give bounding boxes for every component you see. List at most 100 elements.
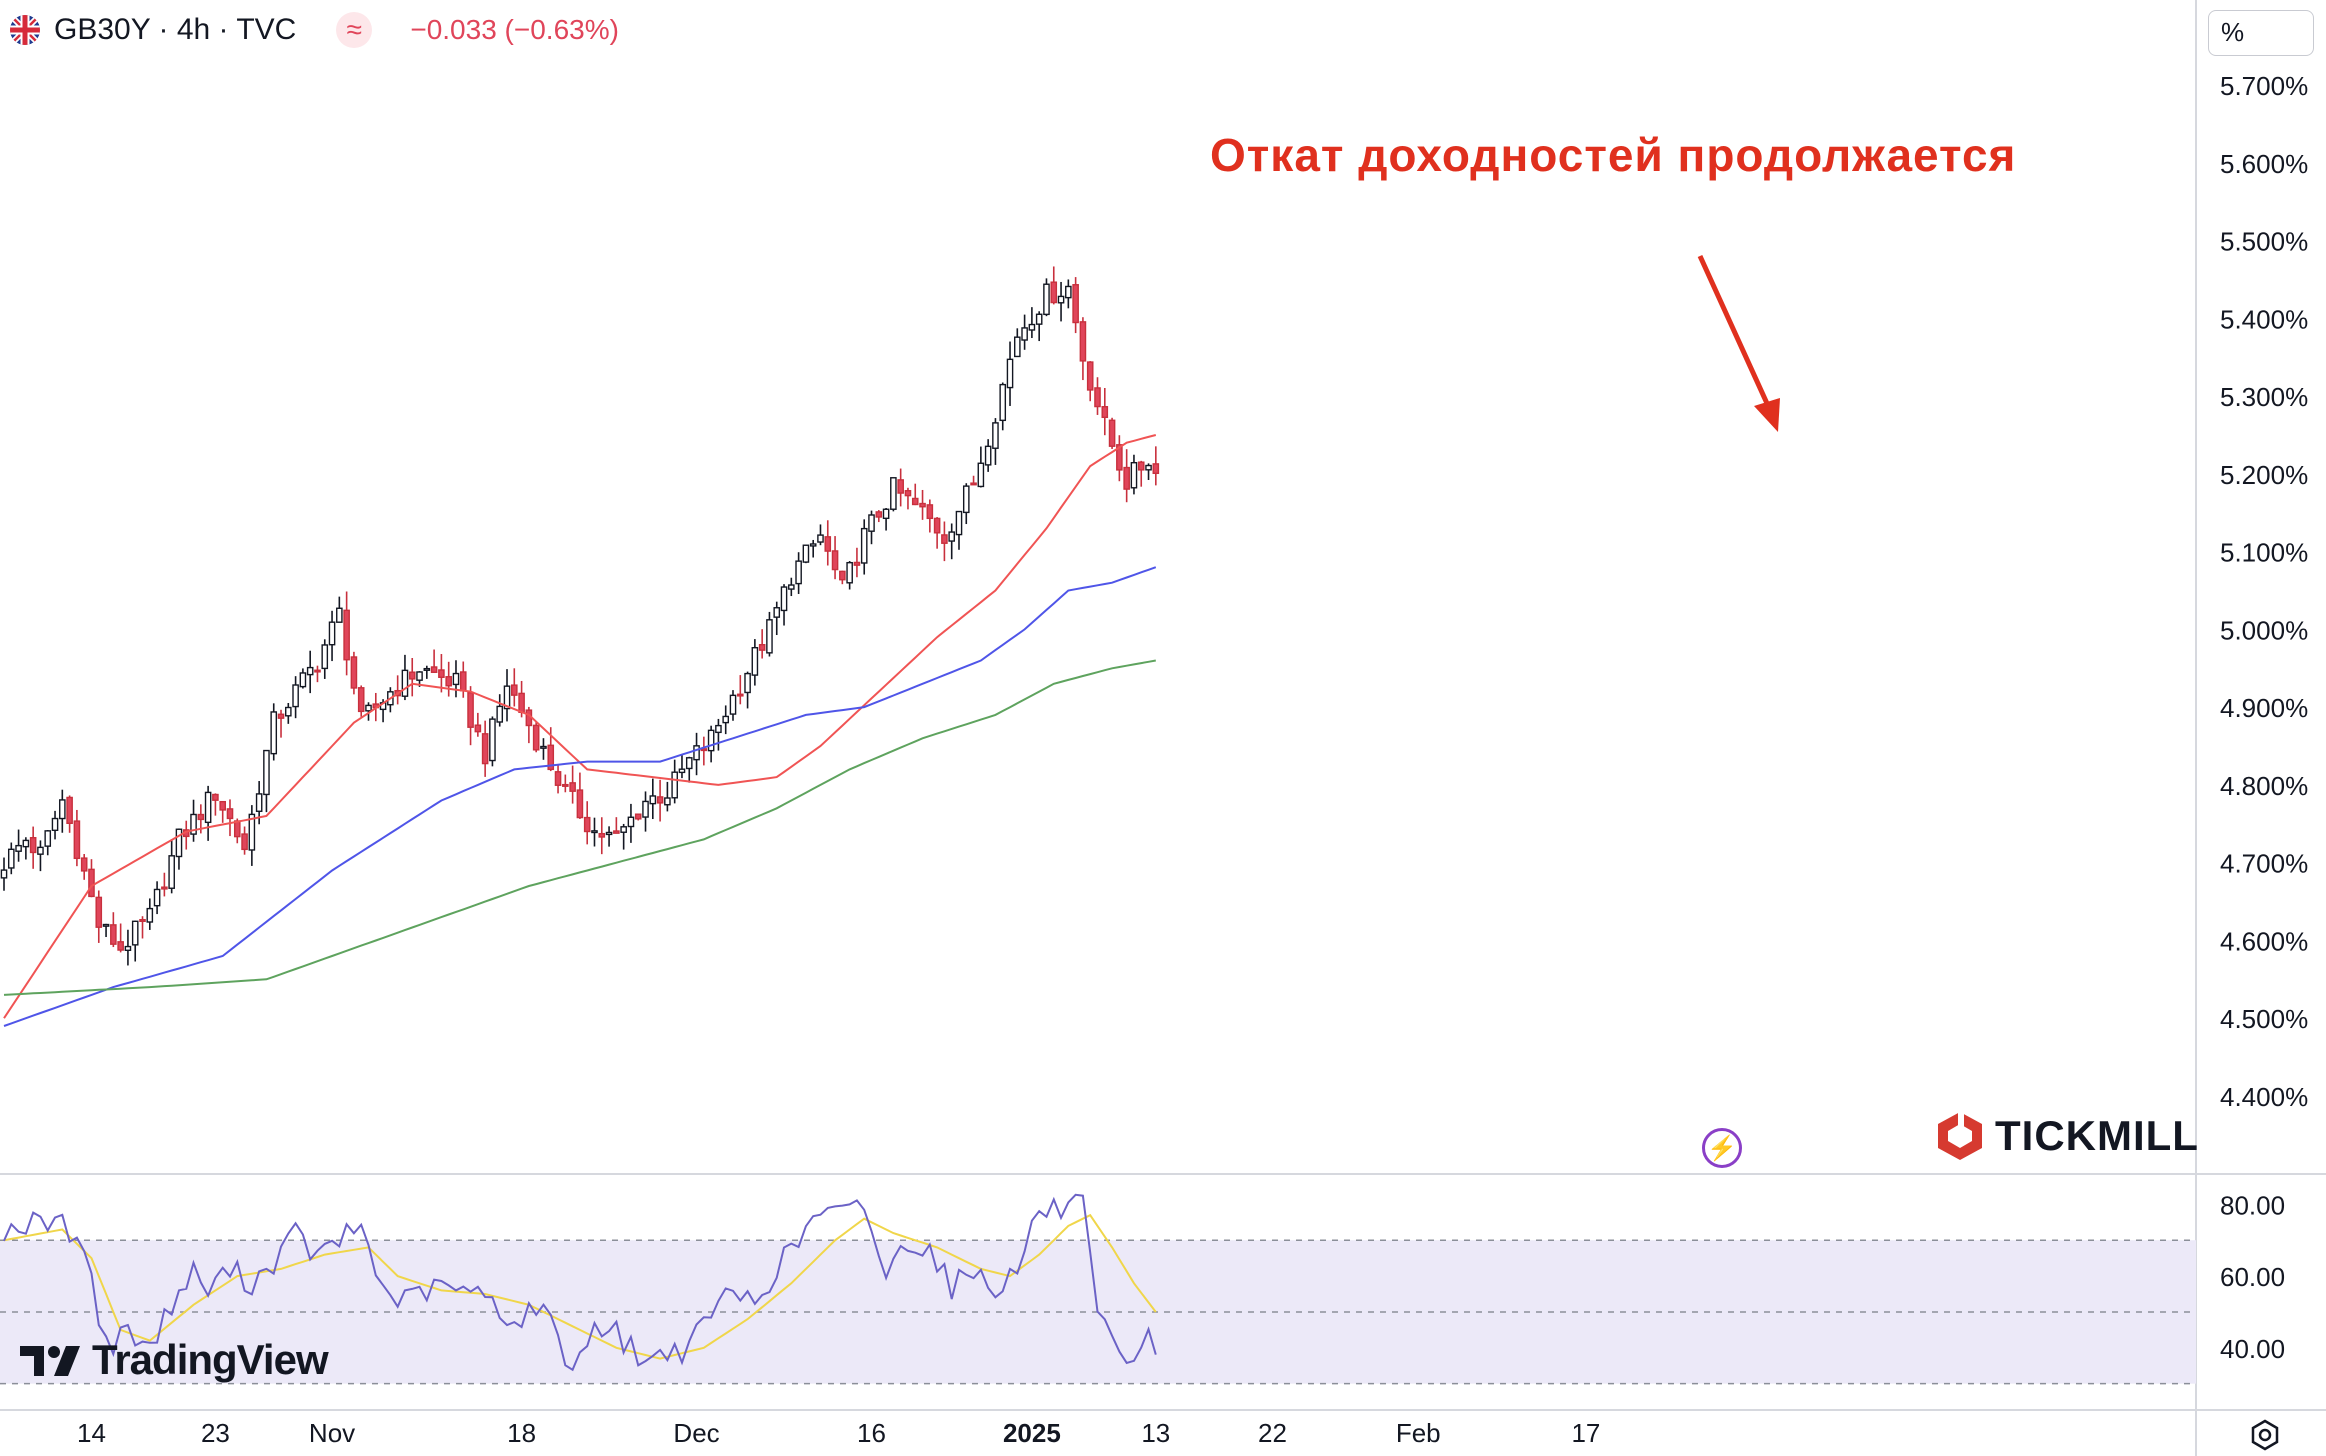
candle[interactable]: [467, 686, 474, 746]
candle[interactable]: [642, 791, 649, 832]
candle[interactable]: [868, 510, 875, 545]
candle[interactable]: [773, 601, 781, 636]
candle[interactable]: [336, 596, 343, 623]
candle[interactable]: [489, 716, 496, 767]
candle[interactable]: [88, 859, 95, 898]
candle[interactable]: [707, 725, 715, 763]
candle[interactable]: [1152, 446, 1160, 486]
candle[interactable]: [1057, 281, 1065, 322]
candle[interactable]: [1137, 460, 1145, 487]
candle[interactable]: [503, 669, 511, 722]
candle[interactable]: [328, 610, 336, 662]
candle[interactable]: [292, 676, 299, 719]
candle[interactable]: [839, 570, 846, 585]
candle[interactable]: [1130, 454, 1138, 495]
rsi-signal-line[interactable]: [3, 1213, 1157, 1360]
candle[interactable]: [95, 890, 103, 943]
candle[interactable]: [1116, 435, 1123, 482]
candle[interactable]: [1050, 266, 1058, 305]
candle[interactable]: [933, 517, 941, 549]
candle[interactable]: [394, 675, 401, 705]
candle[interactable]: [1094, 377, 1101, 415]
moving-average-line[interactable]: [3, 659, 1156, 996]
candle[interactable]: [22, 837, 30, 860]
candle[interactable]: [569, 765, 576, 804]
candle[interactable]: [671, 759, 678, 804]
candle[interactable]: [131, 920, 139, 962]
moving-average-line[interactable]: [3, 434, 1157, 1019]
candle[interactable]: [1101, 387, 1109, 436]
candle[interactable]: [744, 671, 751, 709]
candle[interactable]: [1086, 361, 1094, 402]
candle[interactable]: [1145, 463, 1152, 480]
candle[interactable]: [1072, 277, 1079, 334]
candle[interactable]: [1065, 279, 1072, 309]
candle[interactable]: [161, 872, 168, 897]
candle[interactable]: [124, 929, 132, 966]
candle[interactable]: [459, 661, 467, 698]
candle[interactable]: [795, 552, 802, 594]
candle[interactable]: [758, 629, 766, 659]
candle[interactable]: [110, 912, 117, 948]
candle[interactable]: [729, 690, 737, 721]
candle[interactable]: [685, 756, 693, 783]
candle[interactable]: [649, 778, 657, 820]
candle[interactable]: [314, 665, 321, 683]
candle[interactable]: [408, 657, 416, 697]
candle[interactable]: [1035, 311, 1043, 342]
candle[interactable]: [532, 721, 540, 753]
candle[interactable]: [182, 820, 190, 850]
candle[interactable]: [511, 668, 518, 707]
candle[interactable]: [102, 923, 110, 938]
candle[interactable]: [824, 520, 832, 566]
candle[interactable]: [190, 799, 197, 842]
candle[interactable]: [977, 446, 985, 488]
candle[interactable]: [897, 468, 904, 507]
candle[interactable]: [1043, 278, 1050, 317]
candle[interactable]: [212, 793, 219, 816]
candle[interactable]: [445, 661, 452, 697]
candle[interactable]: [343, 591, 350, 676]
candle[interactable]: [926, 499, 934, 533]
candle[interactable]: [627, 803, 635, 843]
candle[interactable]: [540, 738, 547, 760]
candle[interactable]: [656, 779, 664, 822]
candle[interactable]: [29, 826, 37, 869]
candle[interactable]: [401, 654, 409, 701]
candle[interactable]: [66, 795, 73, 833]
candle[interactable]: [474, 712, 482, 737]
moving-average-line[interactable]: [3, 566, 1157, 1027]
candle[interactable]: [139, 916, 146, 939]
candle[interactable]: [802, 544, 810, 564]
candle[interactable]: [831, 536, 839, 580]
candle[interactable]: [299, 668, 307, 689]
candle[interactable]: [948, 523, 955, 560]
candle[interactable]: [554, 763, 562, 794]
lightning-icon[interactable]: ⚡: [1702, 1128, 1742, 1168]
candle[interactable]: [984, 439, 992, 472]
candle[interactable]: [693, 732, 700, 776]
candle[interactable]: [634, 813, 642, 821]
candle[interactable]: [263, 749, 270, 813]
candle[interactable]: [722, 705, 730, 735]
rsi-line[interactable]: [3, 1193, 1157, 1372]
candle[interactable]: [999, 382, 1007, 431]
candle[interactable]: [285, 702, 292, 724]
candle[interactable]: [1123, 449, 1130, 503]
candle[interactable]: [620, 823, 627, 850]
candle[interactable]: [860, 519, 868, 575]
candle[interactable]: [766, 611, 773, 657]
candle[interactable]: [809, 539, 817, 558]
candle[interactable]: [226, 799, 234, 837]
candle[interactable]: [788, 577, 795, 597]
candle[interactable]: [583, 801, 591, 845]
candle[interactable]: [1108, 417, 1116, 449]
candle[interactable]: [962, 483, 970, 525]
candle[interactable]: [605, 826, 613, 847]
candle[interactable]: [496, 694, 504, 727]
candle[interactable]: [452, 660, 460, 698]
candle[interactable]: [51, 810, 59, 840]
percent-scale-button[interactable]: %: [2208, 10, 2314, 56]
candle[interactable]: [80, 854, 88, 880]
